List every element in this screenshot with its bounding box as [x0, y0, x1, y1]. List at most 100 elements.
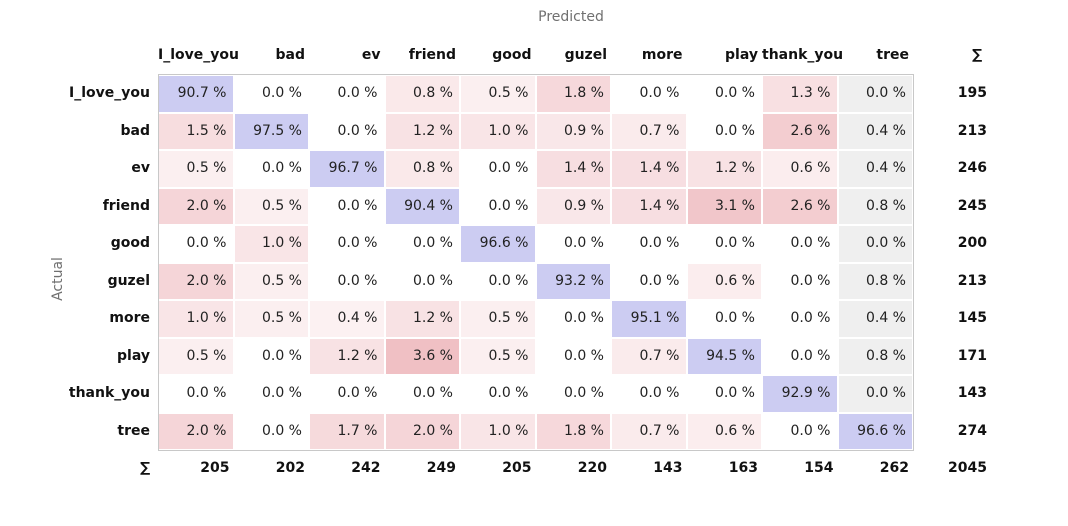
matrix-cell: 92.9 % [763, 376, 837, 412]
matrix-cell: 0.0 % [159, 376, 233, 412]
matrix-cell: 96.6 % [461, 226, 535, 262]
matrix-cell: 0.5 % [461, 338, 535, 374]
matrix-cell: 0.0 % [461, 151, 535, 187]
matrix-cell: 1.2 % [385, 113, 459, 149]
column-header-guzel: guzel [564, 47, 607, 63]
matrix-cell: 0.0 % [687, 226, 761, 262]
matrix-cell: 2.0 % [385, 413, 459, 449]
matrix-cell: 0.0 % [461, 376, 535, 412]
matrix-cell: 0.0 % [234, 151, 308, 187]
matrix-cell: 1.2 % [385, 301, 459, 337]
matrix-cell: 0.0 % [838, 76, 912, 112]
matrix-cell: 0.0 % [536, 338, 610, 374]
matrix-cell: 0.5 % [234, 188, 308, 224]
matrix-cell: 90.7 % [159, 76, 233, 112]
matrix-cell: 0.0 % [612, 376, 686, 412]
matrix-cell: 1.2 % [687, 151, 761, 187]
matrix-cell: 0.0 % [234, 376, 308, 412]
row-header-thank_you: thank_you [68, 385, 150, 401]
matrix-cell: 0.0 % [687, 376, 761, 412]
matrix-cell: 1.4 % [536, 151, 610, 187]
matrix-cell: 0.0 % [763, 263, 837, 299]
matrix-cell: 93.2 % [536, 263, 610, 299]
matrix-cell: 0.0 % [687, 301, 761, 337]
matrix-cell: 0.0 % [612, 76, 686, 112]
matrix-cell: 1.4 % [612, 151, 686, 187]
matrix-cell: 0.9 % [536, 188, 610, 224]
matrix-cell: 1.5 % [159, 113, 233, 149]
matrix-cell: 0.0 % [385, 376, 459, 412]
matrix-cell: 0.5 % [234, 301, 308, 337]
row-sum: 195 [957, 85, 987, 101]
matrix-cell: 0.5 % [159, 151, 233, 187]
matrix-cell: 0.9 % [536, 113, 610, 149]
column-sum: 262 [879, 460, 909, 476]
matrix-cell: 0.8 % [838, 188, 912, 224]
matrix-cell: 0.0 % [536, 301, 610, 337]
matrix-cell: 2.0 % [159, 413, 233, 449]
matrix-cell: 0.0 % [763, 301, 837, 337]
matrix-cell: 0.8 % [385, 151, 459, 187]
row-sum: 245 [957, 197, 987, 214]
matrix-cell: 0.0 % [234, 413, 308, 449]
matrix-cell: 90.4 % [385, 188, 459, 224]
matrix-cell: 0.0 % [310, 376, 384, 412]
row-header-ev: ev [131, 160, 150, 176]
matrix-cell: 1.0 % [159, 301, 233, 337]
sum-row-header: ∑ [139, 460, 150, 476]
matrix-cell: 96.6 % [838, 413, 912, 449]
row-sum: 274 [957, 422, 987, 439]
matrix-cell: 1.7 % [310, 413, 384, 449]
matrix-cell: 1.0 % [461, 113, 535, 149]
column-sum: 143 [653, 460, 683, 476]
column-header-bad: bad [275, 47, 306, 63]
matrix-cell: 0.0 % [385, 226, 459, 262]
matrix-cell: 0.0 % [536, 226, 610, 262]
matrix-cell: 0.4 % [838, 151, 912, 187]
grand-total: 2045 [948, 460, 987, 476]
matrix-cell: 1.2 % [310, 338, 384, 374]
column-header-tree: tree [876, 47, 909, 63]
matrix-cell: 2.6 % [763, 113, 837, 149]
column-header-ev: ev [361, 47, 381, 63]
matrix-cell: 0.6 % [763, 151, 837, 187]
matrix-cell: 97.5 % [234, 113, 308, 149]
matrix-cell: 0.0 % [687, 76, 761, 112]
matrix-cell: 0.5 % [461, 76, 535, 112]
matrix-cell: 0.0 % [385, 263, 459, 299]
matrix-cell: 0.0 % [234, 338, 308, 374]
x-axis-title: Predicted [538, 9, 604, 25]
matrix-cell: 0.0 % [536, 376, 610, 412]
column-sum: 154 [804, 460, 834, 476]
column-sum: 249 [426, 460, 456, 476]
matrix-cell: 0.0 % [612, 226, 686, 262]
matrix-cell: 1.8 % [536, 76, 610, 112]
matrix-cell: 3.6 % [385, 338, 459, 374]
matrix-cell: 0.0 % [838, 376, 912, 412]
matrix-cell: 0.6 % [687, 263, 761, 299]
row-header-friend: friend [102, 197, 150, 214]
matrix-cell: 94.5 % [687, 338, 761, 374]
matrix-cell: 1.3 % [763, 76, 837, 112]
matrix-cell: 0.0 % [310, 263, 384, 299]
matrix-cell: 0.0 % [159, 226, 233, 262]
matrix-cell: 1.0 % [234, 226, 308, 262]
matrix-cell: 0.0 % [461, 263, 535, 299]
matrix-cell: 0.0 % [310, 76, 384, 112]
matrix-cell: 0.8 % [385, 76, 459, 112]
column-header-play: play [725, 47, 758, 63]
matrix-cell: 0.7 % [612, 113, 686, 149]
column-sum: 202 [275, 460, 305, 476]
sum-column-header: ∑ [971, 47, 983, 63]
matrix-cell: 1.8 % [536, 413, 610, 449]
row-sum: 213 [957, 122, 987, 139]
column-header-thank_you: thank_you [762, 47, 844, 63]
row-sum: 171 [957, 347, 987, 364]
column-sum: 205 [200, 460, 230, 476]
matrix-cell: 0.6 % [687, 413, 761, 449]
row-sum: 200 [957, 235, 987, 251]
matrix-cell: 3.1 % [687, 188, 761, 224]
row-header-I_love_you: I_love_you [69, 85, 150, 101]
matrix-cell: 2.0 % [159, 188, 233, 224]
